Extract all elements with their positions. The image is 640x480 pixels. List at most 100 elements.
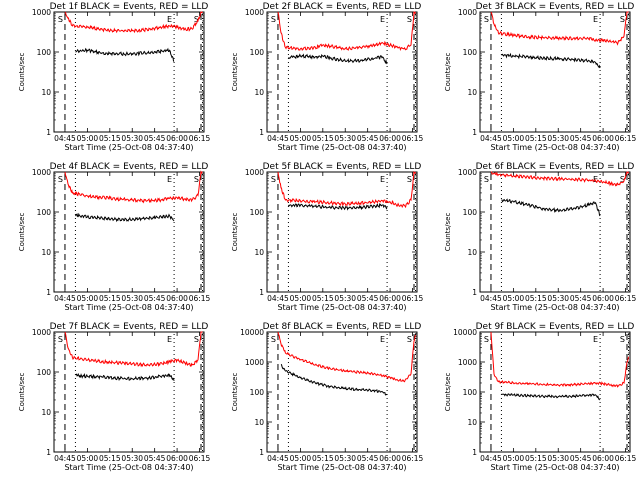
y-tick-label: 10000 — [453, 328, 477, 337]
y-tick-label: 1000 — [458, 8, 477, 17]
y-tick-label: 100 — [250, 388, 265, 397]
x-axis-label: Start Time (25-Oct-08 04:37:40) — [277, 463, 406, 472]
interval-marker: S — [620, 175, 625, 184]
events-rate-line — [288, 53, 388, 65]
x-tick-label: 06:00 — [379, 134, 401, 143]
panel-title: Det 4f BLACK = Events, RED = LLD — [50, 162, 209, 172]
y-tick-label: 1000 — [32, 328, 51, 337]
y-tick-label: 100 — [463, 48, 478, 57]
x-tick-label: 06:00 — [379, 294, 401, 303]
interval-marker: S — [58, 175, 63, 184]
events-rate-line — [501, 198, 601, 217]
y-tick-label: 1000 — [245, 358, 264, 367]
x-tick-label: 05:00 — [290, 454, 312, 463]
detector-panel: Det 5f BLACK = Events, RED = LLD Counts/s… — [231, 162, 424, 312]
x-tick-label: 06:15 — [402, 134, 424, 143]
x-axis-label: Start Time (25-Oct-08 04:37:40) — [64, 463, 193, 472]
x-tick-label: 06:00 — [592, 454, 614, 463]
x-tick-label: 06:00 — [592, 294, 614, 303]
x-tick-label: 04:45 — [54, 134, 76, 143]
y-tick-label: 1000 — [458, 358, 477, 367]
x-tick-label: 05:45 — [570, 294, 592, 303]
x-tick-label: 05:00 — [77, 134, 99, 143]
x-tick-label: 05:45 — [357, 134, 379, 143]
x-tick-label: 05:00 — [503, 294, 525, 303]
lld-rate-line — [490, 331, 629, 388]
y-tick-label: 100 — [37, 48, 52, 57]
detector-panel: Det 4f BLACK = Events, RED = LLD Counts/s… — [18, 162, 211, 312]
events-rate-line — [287, 203, 388, 211]
x-tick-label: 04:45 — [480, 294, 502, 303]
x-tick-label: 06:15 — [402, 454, 424, 463]
panel-title: Det 6f BLACK = Events, RED = LLD — [476, 162, 635, 172]
y-tick-label: 100 — [37, 208, 52, 217]
y-tick-label: 1 — [46, 448, 51, 457]
x-tick-label: 05:15 — [312, 294, 334, 303]
interval-marker: S — [620, 15, 625, 24]
interval-marker: E — [167, 175, 172, 184]
interval-marker: S — [194, 15, 199, 24]
x-tick-label: 06:15 — [615, 294, 637, 303]
x-tick-label: 04:45 — [480, 454, 502, 463]
y-tick-label: 10 — [254, 418, 264, 427]
x-tick-label: 05:00 — [77, 294, 99, 303]
x-tick-label: 05:30 — [334, 134, 356, 143]
panel-title: Det 7f BLACK = Events, RED = LLD — [50, 322, 209, 332]
events-rate-line — [75, 47, 175, 62]
panel-title: Det 9f BLACK = Events, RED = LLD — [476, 322, 635, 332]
x-tick-label: 04:45 — [267, 454, 289, 463]
detector-panel: Det 1f BLACK = Events, RED = LLD Counts/s… — [18, 2, 211, 152]
y-axis-label: Counts/sec — [231, 373, 239, 412]
interval-marker: S — [407, 335, 412, 344]
events-rate-line — [501, 52, 601, 69]
x-axis-label: Start Time (25-Oct-08 04:37:40) — [277, 143, 406, 152]
y-tick-label: 1000 — [245, 8, 264, 17]
interval-marker: E — [593, 175, 598, 184]
x-tick-label: 05:15 — [525, 454, 547, 463]
x-tick-label: 05:45 — [357, 454, 379, 463]
y-tick-label: 1 — [259, 128, 264, 137]
y-tick-label: 1 — [472, 288, 477, 297]
y-axis-label: Counts/sec — [444, 213, 452, 252]
x-tick-label: 05:00 — [77, 454, 99, 463]
plot-frame — [266, 171, 418, 293]
plot-frame — [53, 331, 205, 453]
interval-marker: E — [593, 15, 598, 24]
x-tick-label: 06:00 — [379, 454, 401, 463]
interval-marker: S — [407, 175, 412, 184]
interval-marker: S — [484, 175, 489, 184]
x-tick-label: 05:15 — [525, 294, 547, 303]
y-axis-label: Counts/sec — [444, 53, 452, 92]
plot-frame — [479, 331, 631, 453]
plot-frame — [266, 331, 418, 453]
panel-title: Det 1f BLACK = Events, RED = LLD — [50, 2, 209, 12]
y-tick-label: 10 — [254, 88, 264, 97]
x-axis-label: Start Time (25-Oct-08 04:37:40) — [277, 303, 406, 312]
plot-frame — [266, 11, 418, 133]
x-tick-label: 06:15 — [189, 134, 211, 143]
interval-marker: E — [593, 335, 598, 344]
events-rate-line — [74, 212, 175, 223]
x-tick-label: 06:00 — [592, 134, 614, 143]
interval-marker: E — [167, 335, 172, 344]
x-tick-label: 05:45 — [144, 454, 166, 463]
x-tick-label: 06:15 — [615, 134, 637, 143]
interval-marker: E — [167, 15, 172, 24]
y-tick-label: 100 — [250, 208, 265, 217]
plot-frame — [479, 171, 631, 293]
x-tick-label: 05:45 — [357, 294, 379, 303]
interval-marker: E — [380, 175, 385, 184]
interval-marker: S — [271, 335, 276, 344]
x-tick-label: 05:15 — [525, 134, 547, 143]
x-tick-label: 06:15 — [615, 454, 637, 463]
y-tick-label: 10 — [41, 408, 51, 417]
detector-panel: Det 3f BLACK = Events, RED = LLD Counts/s… — [444, 2, 637, 152]
lld-rate-line — [64, 11, 203, 34]
events-rate-line — [75, 372, 175, 382]
y-tick-label: 10 — [467, 88, 477, 97]
x-tick-label: 05:15 — [312, 134, 334, 143]
x-tick-label: 05:30 — [334, 454, 356, 463]
detector-panel: Det 2f BLACK = Events, RED = LLD Counts/s… — [231, 2, 424, 152]
plot-frame — [53, 11, 205, 133]
x-axis-label: Start Time (25-Oct-08 04:37:40) — [490, 303, 619, 312]
